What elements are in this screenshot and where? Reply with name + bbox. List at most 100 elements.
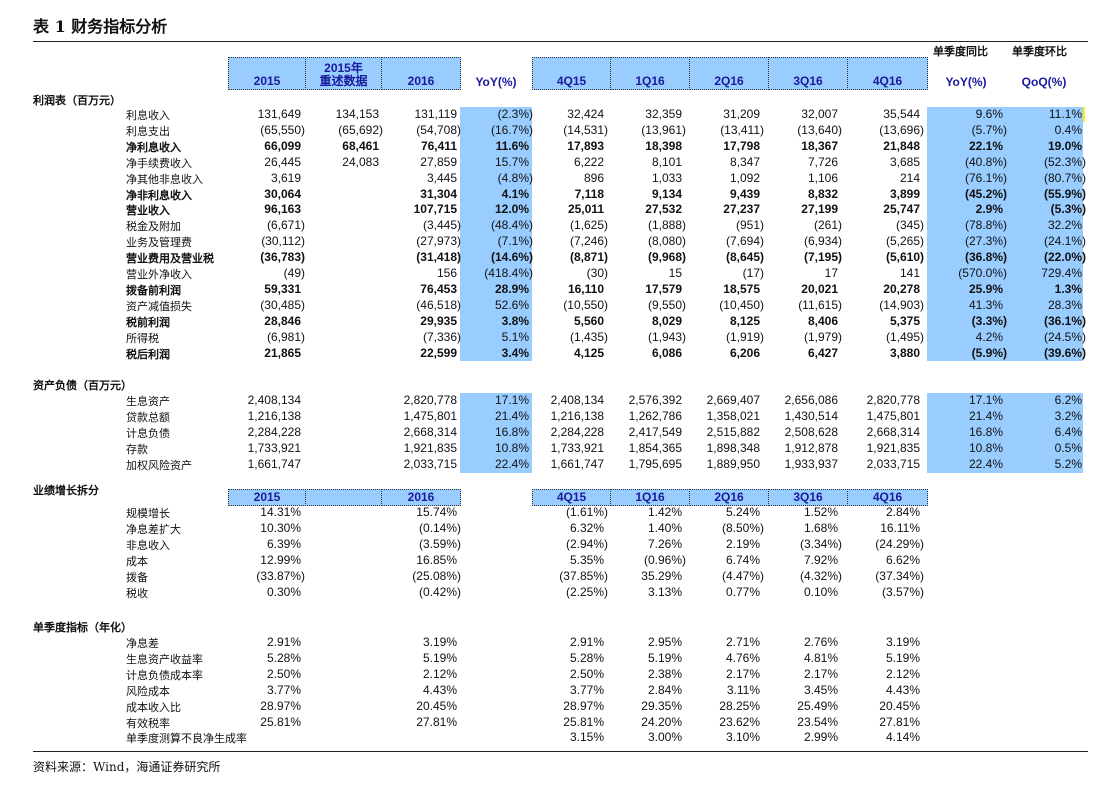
- table-cell: (5,610): [885, 250, 924, 265]
- table-cell: 2.17%: [803, 666, 838, 681]
- table-cell: 2,417,549: [628, 424, 682, 439]
- table-cell: (4.32%): [799, 568, 842, 583]
- table-cell: 27.81%: [416, 714, 457, 729]
- bottom-divider: [33, 751, 1088, 752]
- table-cell: 3.77%: [569, 682, 604, 697]
- table-cell: 17.1%: [494, 393, 529, 407]
- table-cell: 2,408,134: [247, 393, 301, 407]
- table-cell: 12.0%: [494, 202, 529, 217]
- table-cell: (65,550): [260, 122, 305, 137]
- table-cell: (7,246): [569, 234, 608, 249]
- section-column-header: 2015: [228, 489, 306, 506]
- table-cell: 0.10%: [803, 584, 838, 599]
- column-header-1Q16: 1Q16: [610, 57, 690, 90]
- table-cell: 1,475,801: [866, 408, 920, 423]
- table-cell: 27,199: [801, 202, 838, 217]
- row-label: 拨备: [126, 570, 148, 584]
- table-cell: 20.45%: [416, 698, 457, 713]
- table-cell: (27,973): [416, 234, 461, 249]
- table-cell: 17.1%: [968, 393, 1003, 407]
- table-cell: 6.62%: [885, 552, 920, 567]
- table-cell: 32,007: [801, 107, 838, 121]
- table-cell: 15: [668, 266, 682, 280]
- table-cell: (2.25%): [565, 584, 608, 599]
- table-cell: (30): [586, 266, 608, 280]
- table-cell: (6,981): [266, 329, 305, 344]
- table-cell: 134,153: [335, 107, 379, 121]
- table-cell: (951): [735, 218, 764, 233]
- table-cell: 35.29%: [641, 568, 682, 583]
- table-cell: 2.12%: [422, 666, 457, 681]
- table-cell: 2.19%: [725, 536, 760, 551]
- section-column-header: 3Q16: [768, 489, 848, 506]
- table-cell: 8,832: [807, 186, 838, 201]
- table-cell: 1.3%: [1054, 281, 1082, 296]
- row-label: 风险成本: [126, 684, 170, 698]
- table-cell: (8,645): [725, 250, 764, 265]
- section-title: 利润表（百万元）: [33, 94, 121, 107]
- table-cell: (37.34%): [875, 568, 924, 583]
- table-cell: 4.76%: [725, 650, 760, 665]
- table-cell: 8,101: [651, 154, 682, 169]
- table-cell: (1,495): [885, 329, 924, 344]
- table-cell: (3.3%): [971, 313, 1007, 328]
- table-cell: 25.49%: [797, 698, 838, 713]
- row-label: 加权风险资产: [126, 458, 192, 472]
- table-cell: 131,119: [414, 107, 458, 121]
- table-cell: 3.13%: [647, 584, 682, 599]
- column-header-2015年-重述数据: 2015年 重述数据: [305, 57, 382, 90]
- table-cell: 8,347: [729, 154, 760, 169]
- table-cell: 28.97%: [260, 698, 301, 713]
- table-cell: 5.1%: [501, 329, 529, 344]
- table-cell: (80.7%): [1043, 170, 1086, 185]
- table-cell: 2,820,778: [866, 393, 920, 407]
- row-label: 净其他非息收入: [126, 172, 203, 186]
- row-label: 贷款总额: [126, 410, 170, 424]
- section-title: 单季度指标（年化）: [33, 621, 132, 634]
- table-cell: 2,033,715: [866, 456, 920, 471]
- column-header-3Q16: 3Q16: [768, 57, 848, 90]
- table-cell: 21.4%: [494, 408, 529, 423]
- table-cell: 96,163: [264, 202, 301, 217]
- table-cell: (27.3%): [964, 234, 1007, 249]
- table-cell: 1,933,937: [784, 456, 838, 471]
- table-cell: 1,430,514: [784, 408, 838, 423]
- table-cell: 2.38%: [647, 666, 682, 681]
- table-cell: 25.81%: [563, 714, 604, 729]
- quarterly-change-highlight-column: [927, 393, 1083, 473]
- table-cell: 25,011: [567, 202, 604, 217]
- table-cell: 9.6%: [975, 107, 1003, 121]
- table-cell: 22.4%: [494, 456, 529, 471]
- table-cell: 2,576,392: [628, 393, 682, 407]
- table-cell: 4.81%: [803, 650, 838, 665]
- table-cell: 17: [824, 266, 838, 280]
- row-label: 营业收入: [126, 204, 170, 218]
- table-cell: 6.74%: [725, 552, 760, 567]
- table-cell: 10.8%: [494, 440, 529, 455]
- table-cell: (13,640): [797, 122, 842, 137]
- table-cell: (4.47%): [721, 568, 764, 583]
- table-cell: 141: [899, 266, 920, 280]
- table-cell: 18,398: [645, 138, 682, 153]
- table-cell: 1,854,365: [628, 440, 682, 455]
- table-cell: (1,943): [647, 329, 686, 344]
- quarter-qoq-caption: 单季度环比: [1012, 45, 1067, 58]
- table-cell: 20.45%: [879, 698, 920, 713]
- quarter-qoq-header: QoQ(%): [1021, 75, 1067, 89]
- table-cell: 29,935: [420, 313, 457, 328]
- table-cell: (13,961): [641, 122, 686, 137]
- table-cell: 27,859: [420, 154, 457, 169]
- yoy-highlight-column: [460, 107, 532, 362]
- table-cell: 8,029: [651, 313, 682, 328]
- table-cell: 3,899: [889, 186, 920, 201]
- table-cell: 156: [436, 266, 457, 280]
- table-cell: 2.50%: [569, 666, 604, 681]
- table-cell: 2.17%: [725, 666, 760, 681]
- quarter-yoy-header: YoY(%): [945, 75, 987, 89]
- section-column-header: 4Q15: [532, 489, 611, 506]
- table-cell: 2.12%: [885, 666, 920, 681]
- table-cell: 3,880: [889, 345, 920, 360]
- table-cell: (13,696): [879, 122, 924, 137]
- table-cell: 24.20%: [641, 714, 682, 729]
- table-cell: (31,418): [416, 250, 461, 265]
